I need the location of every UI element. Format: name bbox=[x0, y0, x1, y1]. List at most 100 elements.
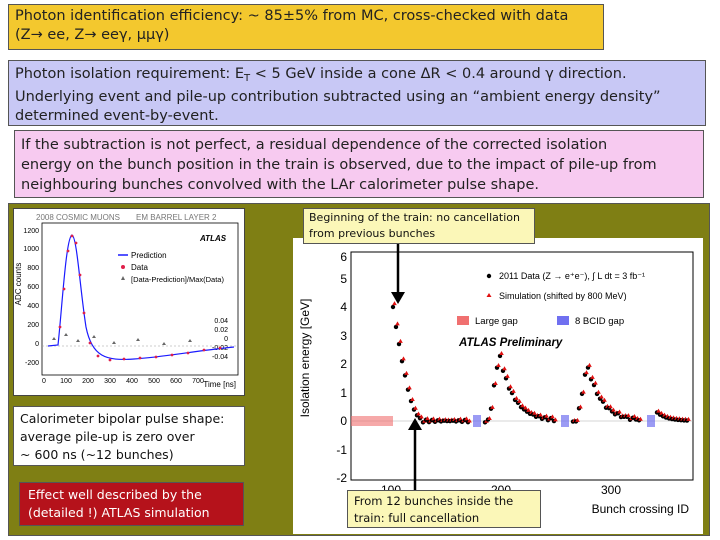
iso-sim-point bbox=[526, 407, 531, 412]
iso-data-point bbox=[393, 324, 399, 330]
iso-ytick: 4 bbox=[340, 300, 347, 314]
iso-ytick: 0 bbox=[340, 414, 347, 428]
legend-large-gap: Large gap bbox=[475, 316, 518, 327]
pulse-data-point bbox=[82, 311, 86, 315]
pulse-diff-point bbox=[64, 333, 68, 336]
iso-sim-point bbox=[578, 404, 583, 409]
simulation-line1: Effect well described by the bbox=[28, 487, 202, 502]
pulse-data-points bbox=[58, 234, 222, 362]
iso-sim-point bbox=[590, 374, 595, 379]
pulse-data-point bbox=[170, 353, 174, 357]
iso-ytick: 3 bbox=[340, 329, 347, 343]
isolation-sub-t: T bbox=[244, 73, 251, 84]
iso-sim-point bbox=[550, 414, 555, 419]
calorimeter-line1: Calorimeter bipolar pulse shape: bbox=[20, 411, 225, 426]
pulse-ytick: 400 bbox=[27, 303, 39, 310]
pulse-diff-point bbox=[76, 339, 80, 342]
full-cancellation-line2: train: full cancellation bbox=[354, 511, 480, 525]
iso-sim-point bbox=[407, 385, 412, 390]
pulse-xtick: 700 bbox=[192, 378, 204, 385]
iso-sim-point bbox=[632, 413, 637, 418]
iso-sim-point bbox=[493, 381, 498, 386]
iso-sim-point bbox=[416, 411, 421, 416]
pulse-frame bbox=[41, 222, 239, 376]
legend-bcid-swatch bbox=[557, 316, 569, 325]
pulse-right-tick: -0.04 bbox=[212, 354, 228, 361]
iso-ytick: -2 bbox=[336, 471, 347, 485]
pulse-atlas-label: ATLAS bbox=[199, 234, 227, 243]
pulse-diff-point bbox=[188, 339, 192, 342]
isolation-box: Photon isolation requirement: ET < 5 GeV… bbox=[8, 60, 706, 126]
iso-frame bbox=[350, 251, 694, 481]
iso-sim-point bbox=[511, 388, 516, 393]
pulse-diff-point bbox=[136, 338, 140, 341]
legend-bcid-gap: 8 BCID gap bbox=[575, 316, 624, 327]
iso-sim-point bbox=[508, 384, 513, 389]
iso-sim-point bbox=[490, 404, 495, 409]
iso-ytick: 2 bbox=[340, 357, 347, 371]
pulse-legend: Prediction Data [Data-Prediction]/Max(Da… bbox=[118, 251, 224, 284]
pulse-ytick: 1200 bbox=[23, 228, 39, 235]
iso-large-gap-band bbox=[351, 416, 393, 426]
pulse-xlabel: Time [ns] bbox=[203, 380, 236, 389]
train-start-line2: from previous bunches bbox=[309, 227, 436, 240]
pulse-right-axis: 0.04 0.02 0 -0.02 -0.04 bbox=[212, 318, 228, 361]
iso-ytick: 1 bbox=[340, 386, 347, 400]
iso-sim-point bbox=[425, 416, 430, 421]
train-start-line1: Beginning of the train: no cancellation bbox=[309, 211, 520, 224]
iso-sim-point bbox=[553, 417, 558, 422]
iso-sim-point bbox=[419, 414, 424, 419]
subtraction-box: If the subtraction is not perfect, a res… bbox=[14, 130, 704, 198]
iso-sim-point bbox=[517, 398, 522, 403]
pulse-xtick: 200 bbox=[82, 378, 94, 385]
pulse-ytick: 1000 bbox=[23, 246, 39, 253]
pulse-right-tick: 0 bbox=[224, 336, 228, 343]
legend-diff: [Data-Prediction]/Max(Data) bbox=[131, 275, 224, 284]
legend-large-gap-swatch bbox=[457, 316, 469, 325]
isolation-line1: Photon isolation requirement: ET < 5 GeV… bbox=[15, 65, 699, 88]
pulse-ytick: -200 bbox=[25, 360, 39, 367]
isolation-plot: Isolation energy [GeV] -2 -1 0 1 2 3 4 5… bbox=[293, 238, 703, 534]
subtraction-line3: neighbouring bunches convolved with the … bbox=[21, 177, 539, 193]
subtraction-line1: If the subtraction is not perfect, a res… bbox=[21, 137, 608, 153]
isolation-line3: determined event-by-event. bbox=[15, 108, 219, 124]
iso-sim-point bbox=[514, 395, 519, 400]
pulse-data-point bbox=[122, 357, 126, 361]
legend-data-swatch bbox=[121, 265, 125, 269]
isolation-line1-a: Photon isolation requirement: E bbox=[15, 66, 245, 82]
iso-sim-point bbox=[499, 351, 504, 356]
calorimeter-note: Calorimeter bipolar pulse shape: average… bbox=[13, 406, 245, 466]
iso-sim-point bbox=[502, 366, 507, 371]
pulse-data-point bbox=[66, 249, 70, 253]
iso-sim-point bbox=[395, 321, 400, 326]
iso-sim-point bbox=[656, 408, 661, 413]
pulse-data-point bbox=[186, 351, 190, 355]
iso-atlas-label: ATLAS Preliminary bbox=[458, 337, 563, 349]
pulse-ytick: 0 bbox=[35, 341, 39, 348]
pulse-xtick: 400 bbox=[126, 378, 138, 385]
iso-sim-point bbox=[602, 397, 607, 402]
pulse-xtick: 0 bbox=[42, 378, 46, 385]
pulse-data-point bbox=[88, 341, 92, 345]
legend-diff-swatch bbox=[121, 276, 125, 280]
pulse-right-tick: 0.02 bbox=[214, 327, 228, 334]
pulse-title-right: EM BARREL LAYER 2 bbox=[136, 213, 217, 222]
iso-sim-point bbox=[431, 416, 436, 421]
pulse-ylabel: ADC counts bbox=[14, 263, 23, 306]
legend-data: Data bbox=[131, 263, 148, 272]
pulse-shape-plot: 2008 COSMIC MUONS EM BARREL LAYER 2 ADC … bbox=[13, 208, 245, 396]
iso-sim-point bbox=[392, 301, 397, 306]
pulse-yticks: 1200 1000 800 600 400 200 0 -200 bbox=[23, 228, 39, 367]
iso-sim-point bbox=[626, 413, 631, 418]
iso-sim-point bbox=[505, 373, 510, 378]
iso-sim-point bbox=[464, 416, 469, 421]
iso-bcid-gap-band bbox=[473, 415, 481, 427]
pulse-data-point bbox=[96, 354, 100, 358]
iso-bcid-gap-band bbox=[647, 415, 655, 427]
legend-data-marker bbox=[486, 273, 492, 279]
iso-sim-point bbox=[523, 405, 528, 410]
pulse-data-point bbox=[138, 356, 142, 360]
pulse-data-point bbox=[62, 287, 66, 291]
iso-sim-point bbox=[686, 416, 691, 421]
iso-data-points bbox=[390, 301, 691, 425]
